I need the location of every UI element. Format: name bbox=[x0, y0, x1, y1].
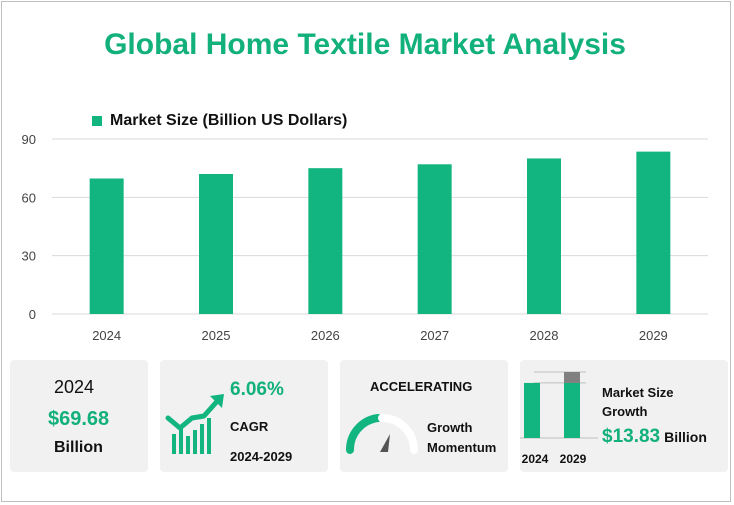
base-year-card: 2024 $69.68 Billion bbox=[10, 360, 148, 472]
cagr-label: CAGR bbox=[230, 419, 269, 434]
y-tick-label: 60 bbox=[22, 190, 36, 205]
growth-unit: Billion bbox=[664, 429, 707, 445]
momentum-status: ACCELERATING bbox=[370, 379, 473, 394]
mini-bar-end-base bbox=[564, 382, 580, 438]
y-tick-label: 30 bbox=[22, 249, 36, 264]
x-tick-label: 2027 bbox=[420, 328, 449, 343]
page-title: Global Home Textile Market Analysis bbox=[104, 28, 626, 61]
growth-card: 2024 2029 Market Size Growth $13.83 Bill… bbox=[520, 360, 728, 472]
legend-swatch bbox=[92, 116, 102, 126]
mini-growth-chart bbox=[520, 371, 598, 439]
gridlines bbox=[52, 138, 708, 315]
bar-2028 bbox=[527, 158, 561, 314]
momentum-card: ACCELERATING Growth Momentum bbox=[340, 360, 508, 472]
mini-year-end: 2029 bbox=[559, 452, 587, 466]
gauge-icon bbox=[345, 414, 418, 454]
y-axis-ticks: 0 30 60 90 bbox=[22, 132, 36, 322]
bars bbox=[89, 151, 671, 314]
cagr-value: 6.06% bbox=[230, 379, 284, 400]
cagr-card: 6.06% CAGR 2024-2029 bbox=[160, 360, 328, 472]
bar-2029 bbox=[636, 151, 671, 314]
bar-2027 bbox=[417, 164, 452, 314]
y-tick-label: 0 bbox=[29, 307, 36, 322]
growth-value: $13.83 bbox=[602, 426, 661, 447]
base-value: $69.68 bbox=[48, 408, 110, 430]
growth-line1: Market Size bbox=[602, 385, 674, 400]
y-tick-label: 90 bbox=[22, 132, 36, 147]
cagr-period: 2024-2029 bbox=[230, 449, 293, 464]
x-axis-ticks: 2024 2025 2026 2027 2028 2029 bbox=[92, 328, 668, 343]
mini-bar-end-growth bbox=[564, 372, 580, 383]
x-tick-label: 2025 bbox=[202, 328, 231, 343]
base-year: 2024 bbox=[54, 377, 95, 397]
x-tick-label: 2024 bbox=[92, 328, 121, 343]
growth-figure: $13.83 Billion bbox=[602, 426, 707, 448]
momentum-line1: Growth bbox=[427, 420, 473, 435]
x-tick-label: 2029 bbox=[639, 328, 668, 343]
base-unit: Billion bbox=[54, 439, 103, 456]
mini-year-start: 2024 bbox=[521, 452, 549, 466]
rising-chart-icon bbox=[165, 394, 224, 454]
momentum-line2: Momentum bbox=[427, 440, 497, 455]
mini-bar-start bbox=[524, 382, 540, 438]
growth-line2: Growth bbox=[602, 404, 648, 419]
bar-2025 bbox=[199, 174, 233, 314]
bar-2024 bbox=[89, 178, 124, 314]
chart-legend: Market Size (Billion US Dollars) bbox=[92, 112, 347, 130]
legend-label: Market Size (Billion US Dollars) bbox=[110, 112, 348, 129]
x-tick-label: 2028 bbox=[530, 328, 559, 343]
bar-2026 bbox=[308, 168, 343, 314]
bar-chart: 0 30 60 90 2024 2025 2026 2027 2028 2029 bbox=[22, 132, 708, 343]
x-tick-label: 2026 bbox=[311, 328, 340, 343]
